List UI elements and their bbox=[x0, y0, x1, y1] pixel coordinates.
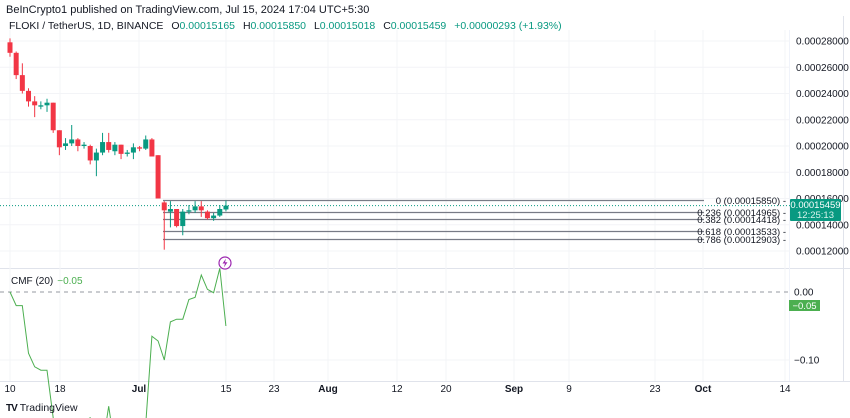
fibonacci-retracement[interactable]: 0 (0.00015850) -0.236 (0.00014965) -0.38… bbox=[163, 196, 786, 246]
high-label: H bbox=[242, 20, 251, 32]
close-value: 0.00015459 bbox=[390, 20, 447, 32]
time-tick: 14 bbox=[779, 384, 791, 395]
candle bbox=[130, 147, 136, 153]
time-axis[interactable]: 10 18 Jul 15 23 Aug 12 20 Sep 9 23 Oct 14 bbox=[4, 384, 791, 395]
price-tick: 0.00014000 bbox=[796, 220, 849, 231]
cmf-value: −0.05 bbox=[57, 276, 83, 287]
candle bbox=[192, 206, 198, 211]
candle bbox=[180, 211, 186, 227]
open-label: O bbox=[171, 20, 180, 32]
price-tick: 0.00024000 bbox=[796, 89, 849, 100]
candle bbox=[63, 143, 69, 146]
candle bbox=[81, 144, 87, 146]
price-axis[interactable]: 0.00028000 0.00026000 0.00024000 0.00022000… bbox=[796, 37, 849, 258]
candle bbox=[149, 139, 155, 157]
candle bbox=[38, 105, 44, 107]
lightning-event-icon[interactable] bbox=[218, 256, 232, 270]
time-tick: 10 bbox=[4, 384, 16, 395]
candle bbox=[100, 142, 106, 153]
price-tick: 0.00012000 bbox=[796, 247, 849, 258]
countdown-text: 12:25:13 bbox=[797, 210, 834, 221]
time-tick: Sep bbox=[505, 384, 523, 395]
fib-level-label: 0.382 (0.00014418) - bbox=[697, 215, 786, 226]
ohlc-legend: FLOKI / TetherUS, 1D, BINANCE O0.0001516… bbox=[9, 20, 562, 32]
candle bbox=[143, 139, 149, 149]
time-tick: 23 bbox=[649, 384, 661, 395]
candle bbox=[223, 205, 229, 210]
candle bbox=[56, 130, 62, 148]
candle bbox=[106, 142, 112, 150]
fib-level-label: 0.618 (0.00013533) - bbox=[697, 227, 786, 238]
cmf-legend: CMF (20) −0.05 bbox=[11, 276, 83, 287]
price-badge: 0.00015459 12:25:13 bbox=[790, 199, 841, 221]
candle bbox=[50, 102, 56, 131]
price-tick: 0.00022000 bbox=[796, 115, 849, 126]
cmf-badge-text: −0.05 bbox=[792, 301, 816, 312]
candle bbox=[204, 211, 210, 219]
candle bbox=[174, 209, 180, 227]
fib-level-label: 0.236 (0.00014965) - bbox=[697, 208, 786, 219]
tradingview-brand[interactable]: TV TradingView bbox=[6, 402, 78, 414]
candle bbox=[87, 146, 93, 161]
fib-level-label: 0.786 (0.00012903) - bbox=[697, 235, 786, 246]
candle bbox=[44, 102, 50, 106]
fib-level-label: 0 (0.00015850) - bbox=[716, 196, 786, 207]
candle bbox=[167, 209, 173, 212]
candle bbox=[118, 144, 124, 154]
candle bbox=[186, 210, 192, 212]
candlestick-series[interactable] bbox=[7, 38, 229, 250]
price-tick: 0.00020000 bbox=[796, 142, 849, 153]
cmf-title[interactable]: CMF (20) bbox=[11, 276, 54, 287]
candle bbox=[211, 215, 217, 219]
cmf-axis[interactable]: 0.00−0.10−0.20 bbox=[794, 288, 820, 418]
candle bbox=[155, 155, 161, 199]
time-tick: Aug bbox=[318, 384, 337, 395]
candle bbox=[161, 202, 167, 211]
price-tick: 0.00018000 bbox=[796, 168, 849, 179]
candle bbox=[26, 90, 32, 102]
candle bbox=[137, 147, 143, 149]
cmf-grid bbox=[0, 359, 790, 361]
time-tick: 12 bbox=[391, 384, 403, 395]
tradingview-label: TradingView bbox=[19, 402, 78, 414]
candle bbox=[7, 42, 13, 53]
published-caption: BeInCrypto1 published on TradingView.com… bbox=[6, 4, 370, 16]
cmf-tick: 0.00 bbox=[794, 288, 814, 299]
candle bbox=[32, 101, 38, 106]
high-value: 0.00015850 bbox=[250, 20, 307, 32]
open-value: 0.00015165 bbox=[179, 20, 236, 32]
change-value: +0.00000293 (+1.93%) bbox=[454, 20, 562, 32]
time-tick: Oct bbox=[695, 384, 712, 395]
time-tick: Jul bbox=[132, 384, 147, 395]
time-tick: 20 bbox=[440, 384, 452, 395]
low-label: L bbox=[313, 20, 320, 32]
candle bbox=[217, 209, 223, 216]
candle bbox=[13, 52, 19, 76]
candle bbox=[93, 152, 99, 161]
time-tick: 23 bbox=[268, 384, 280, 395]
current-price-text: 0.00015459 bbox=[790, 200, 840, 211]
cmf-line[interactable] bbox=[9, 268, 227, 418]
candle bbox=[19, 75, 25, 91]
symbol-label[interactable]: FLOKI / TetherUS, 1D, BINANCE bbox=[9, 20, 164, 32]
time-tick: 18 bbox=[54, 384, 66, 395]
candle bbox=[198, 206, 204, 211]
tradingview-logo-icon: TV bbox=[6, 402, 18, 414]
grid-lines bbox=[0, 30, 790, 381]
time-tick: 15 bbox=[220, 384, 232, 395]
candle bbox=[75, 139, 81, 146]
close-label: C bbox=[383, 20, 391, 32]
price-tick: 0.00026000 bbox=[796, 63, 849, 74]
cmf-tick: −0.10 bbox=[794, 356, 820, 367]
cmf-value-badge: −0.05 bbox=[789, 300, 820, 312]
low-value: 0.00015018 bbox=[319, 20, 376, 32]
time-tick: 9 bbox=[566, 384, 572, 395]
candle bbox=[112, 144, 118, 152]
candle bbox=[69, 139, 75, 144]
candle bbox=[124, 152, 130, 154]
price-tick: 0.00028000 bbox=[796, 37, 849, 48]
